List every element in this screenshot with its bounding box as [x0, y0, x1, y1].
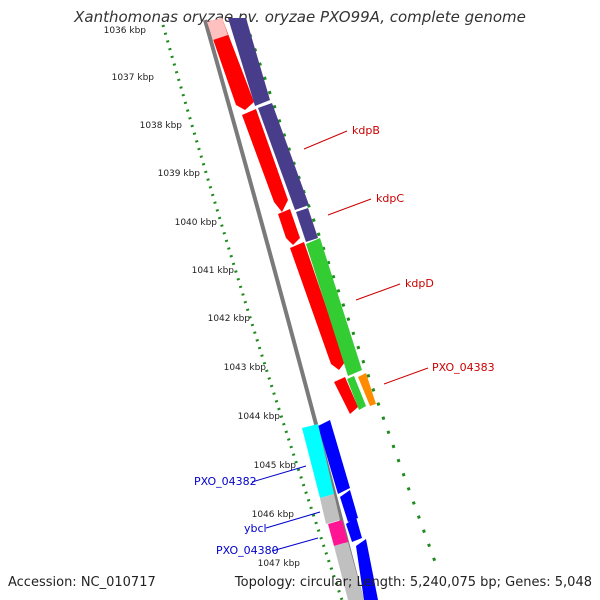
reverse-strand-genes: [302, 420, 378, 600]
gene-label-PXO_04380[interactable]: PXO_04380: [216, 544, 279, 557]
tick-1047: 1047 kbp: [257, 559, 300, 569]
tick-1039: 1039 kbp: [157, 169, 200, 179]
gene-blue-4: [356, 539, 378, 600]
gene-blue-3: [346, 517, 362, 542]
tick-1037: 1037 kbp: [111, 73, 154, 83]
gene-label-PXO_04382[interactable]: PXO_04382: [194, 475, 257, 488]
gene-purple-2: [258, 103, 309, 210]
tick-1042: 1042 kbp: [207, 314, 250, 324]
gene-red-1: [207, 18, 254, 110]
gene-purple-1: [228, 18, 270, 106]
accession-text: Accession: NC_010717: [8, 575, 156, 590]
gene-green-1: [306, 238, 362, 376]
leader-PXO_04383: [383, 367, 429, 385]
map-title: Xanthomonas oryzae pv. oryzae PXO99A, co…: [74, 8, 526, 26]
tick-1036: 1036 kbp: [103, 26, 146, 36]
leader-PXO_04380: [271, 537, 319, 552]
tick-1046: 1046 kbp: [251, 510, 294, 520]
forward-strand-genes: [207, 18, 366, 414]
gene-red-4: [290, 242, 345, 370]
tick-1044: 1044 kbp: [237, 412, 280, 422]
gene-gray-1: [320, 494, 340, 524]
genome-info-text: Topology: circular; Length: 5,240,075 bp…: [234, 575, 592, 590]
gene-red-3: [278, 209, 300, 245]
leader-kdpD: [355, 283, 401, 301]
leader-PXO_04382: [251, 465, 307, 483]
gene-label-kdpB[interactable]: kdpB: [352, 124, 380, 137]
gene-red-2: [242, 109, 288, 212]
gene-label-ybcl[interactable]: ybcl: [244, 522, 267, 535]
gene-label-kdpC[interactable]: kdpC: [376, 192, 405, 205]
gene-cyan-1: [302, 424, 334, 498]
leader-kdpC: [327, 198, 372, 216]
gene-purple-3: [296, 208, 318, 242]
gene-red-5: [334, 377, 358, 414]
leader-ybcl: [265, 511, 321, 529]
tick-1045: 1045 kbp: [253, 461, 296, 471]
left-tick-ring: [161, 24, 344, 600]
cog-genes: [228, 18, 376, 406]
gene-blue-2: [340, 490, 358, 522]
leader-kdpB: [303, 130, 348, 150]
gene-orange-1: [358, 373, 376, 406]
gene-red-1-top: [207, 18, 228, 40]
tick-1041: 1041 kbp: [191, 266, 234, 276]
tick-1040: 1040 kbp: [174, 218, 217, 228]
tick-1043: 1043 kbp: [223, 363, 266, 373]
gene-pink-1: [328, 520, 348, 546]
gene-label-kdpD[interactable]: kdpD: [405, 277, 434, 290]
gene-red-6: [347, 376, 366, 410]
gene-gray-2: [334, 542, 364, 600]
gene-blue-1: [318, 420, 350, 494]
gene-label-PXO_04383[interactable]: PXO_04383: [432, 361, 495, 374]
tick-1038: 1038 kbp: [139, 121, 182, 131]
